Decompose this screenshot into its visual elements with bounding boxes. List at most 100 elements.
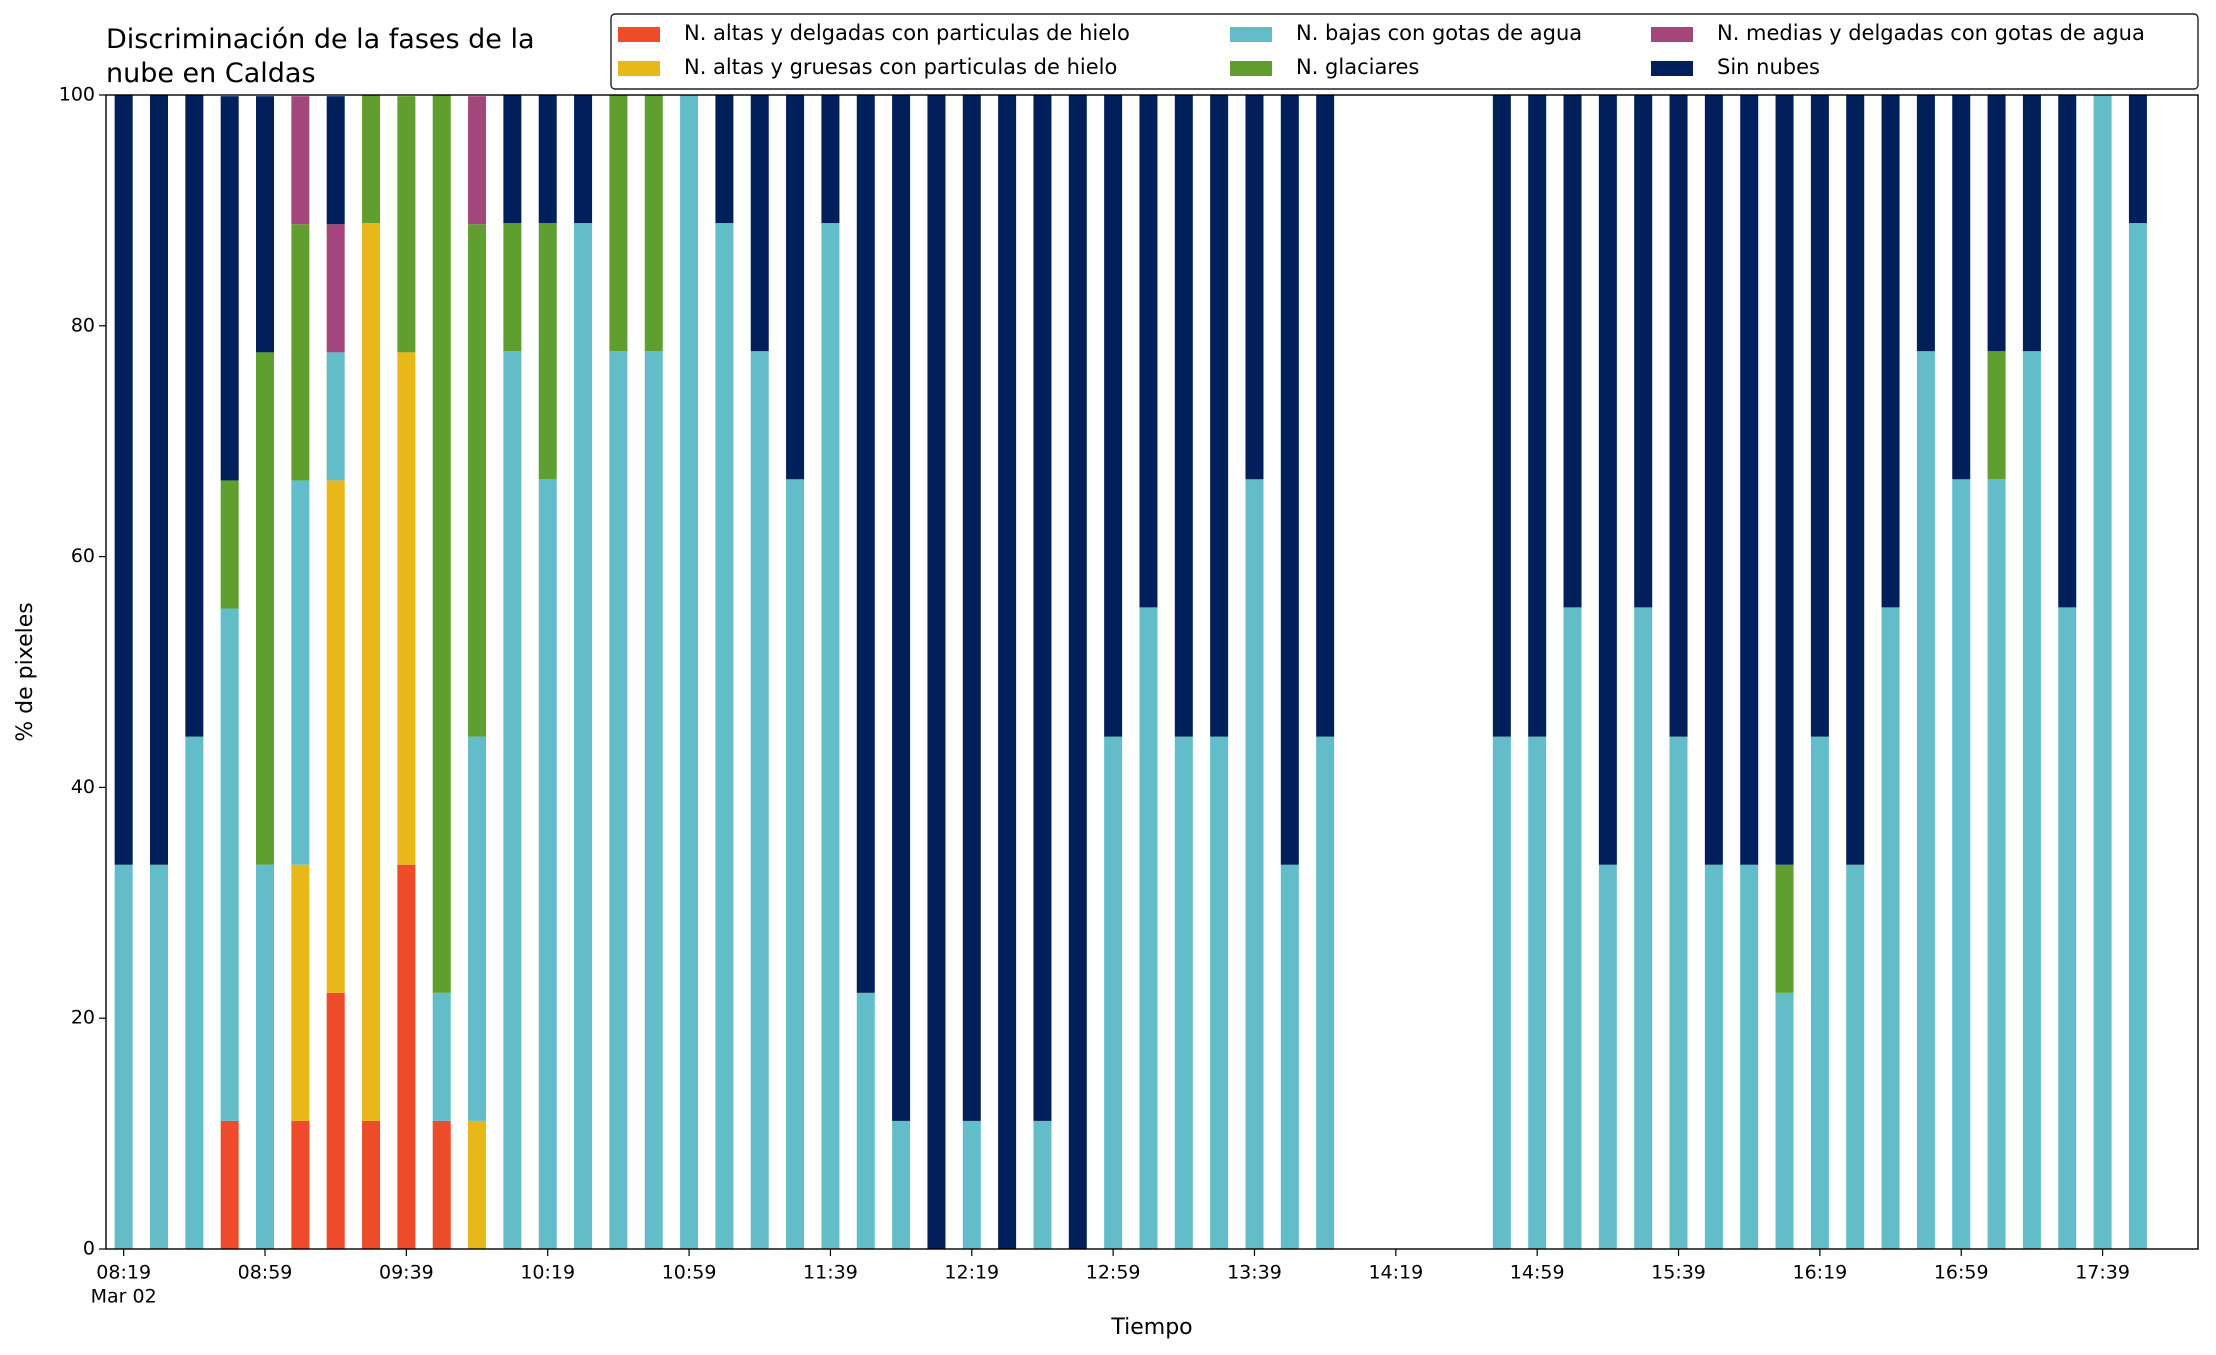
bar-segment: [1316, 736, 1335, 1249]
bar-segment: [1634, 607, 1653, 1249]
bar-segment: [2022, 351, 2041, 1249]
bar-segment: [538, 479, 557, 1250]
bar-segment: [468, 224, 487, 737]
legend-swatch: [1651, 27, 1693, 42]
bar-segment: [362, 95, 381, 224]
bar-segment: [362, 223, 381, 1121]
bar-segment: [432, 992, 451, 1121]
bar-segment: [185, 95, 204, 737]
bar-segment: [1775, 992, 1794, 1249]
bar-segment: [150, 864, 169, 1249]
bar-segment: [185, 736, 204, 1249]
x-tick-label: 10:59: [662, 1262, 717, 1284]
bar-segment: [2128, 95, 2147, 224]
bar-segment: [2022, 95, 2041, 352]
bar-segment: [1139, 607, 1158, 1249]
bar-segment: [1210, 95, 1229, 737]
x-tick-date: Mar 02: [91, 1286, 157, 1308]
bar-segment: [397, 352, 416, 865]
legend-label: N. glaciares: [1296, 55, 1419, 79]
y-tick-label: 80: [71, 314, 95, 336]
bar-segment: [1740, 95, 1759, 865]
legend-label: N. altas y gruesas con particulas de hie…: [684, 55, 1117, 79]
bar-segment: [962, 1120, 981, 1249]
bar-segment: [609, 351, 628, 1249]
bar-segment: [1846, 864, 1865, 1249]
bar-segment: [1245, 95, 1264, 480]
bar-segment: [1881, 95, 1900, 608]
bar-segment: [1104, 736, 1123, 1249]
bar-segment: [962, 95, 981, 1121]
legend: N. altas y delgadas con particulas de hi…: [610, 13, 2199, 90]
bar-segment: [220, 96, 239, 481]
bar-segment: [1987, 479, 2006, 1250]
bar-segment: [432, 95, 451, 993]
y-tick-label: 100: [59, 84, 95, 106]
bar-segment: [1669, 736, 1688, 1249]
bar-segment: [1033, 1120, 1052, 1249]
bar-segment: [821, 223, 840, 1249]
bar-segment: [1810, 736, 1829, 1249]
bar-segment: [1139, 95, 1158, 608]
bar-segment: [1598, 864, 1617, 1249]
legend-swatch: [1651, 61, 1693, 76]
y-tick-label: 0: [83, 1238, 95, 1260]
bar-segment: [1916, 351, 1935, 1249]
bar-segment: [291, 96, 310, 225]
bar-segment: [1528, 736, 1547, 1249]
x-tick-label: 12:59: [1086, 1262, 1141, 1284]
x-tick-label: 17:39: [2075, 1262, 2130, 1284]
bar-segment: [1704, 864, 1723, 1249]
bar-segment: [1987, 95, 2006, 352]
bar-segment: [1916, 95, 1935, 352]
bar-segment: [1952, 479, 1971, 1250]
bar-segment: [114, 864, 133, 1249]
x-axis-label: Tiempo: [1110, 1315, 1192, 1340]
bar-segment: [432, 1120, 451, 1249]
bar-segment: [574, 95, 593, 224]
bar-segment: [220, 608, 239, 1121]
bar-segment: [326, 224, 345, 353]
bar-segment: [715, 95, 734, 224]
bar-segment: [1810, 95, 1829, 737]
x-tick-label: 14:19: [1368, 1262, 1423, 1284]
bar-segment: [1492, 95, 1511, 737]
bar-segment: [750, 351, 769, 1249]
bar-segment: [326, 96, 345, 225]
bar-segment: [644, 95, 663, 352]
bar-segment: [1245, 479, 1264, 1250]
bar-segment: [1210, 736, 1229, 1249]
bar-segment: [468, 1120, 487, 1249]
bar-segment: [856, 95, 875, 993]
bar-segment: [1563, 607, 1582, 1249]
bar-segment: [503, 351, 522, 1249]
bar-segment: [892, 95, 911, 1121]
plot-frame: [105, 94, 2199, 1250]
bar-segment: [397, 864, 416, 1249]
y-tick-label: 40: [71, 776, 95, 798]
bar-segment: [503, 223, 522, 352]
bar-segment: [468, 736, 487, 1121]
bar-segment: [291, 480, 310, 865]
bar-segment: [1704, 95, 1723, 865]
bar-segment: [680, 95, 699, 1249]
bar-segment: [256, 352, 275, 865]
bar-segment: [821, 95, 840, 224]
legend-swatch: [1230, 27, 1272, 42]
bar-segment: [1280, 864, 1299, 1249]
bar-segment: [397, 96, 416, 353]
bar-segment: [538, 95, 557, 224]
legend-swatch: [618, 61, 660, 76]
bar-segment: [715, 223, 734, 1249]
bar-segment: [291, 224, 310, 481]
bar-segment: [786, 479, 805, 1250]
bar-segment: [1492, 736, 1511, 1249]
bar-segment: [538, 223, 557, 480]
bar-segment: [1775, 864, 1794, 993]
bar-segment: [1598, 95, 1617, 865]
x-tick-label: 15:39: [1651, 1262, 1706, 1284]
bar-segment: [1068, 95, 1087, 1249]
bar-segment: [1775, 95, 1794, 865]
legend-swatch: [618, 27, 660, 42]
bar-segment: [1033, 95, 1052, 1121]
